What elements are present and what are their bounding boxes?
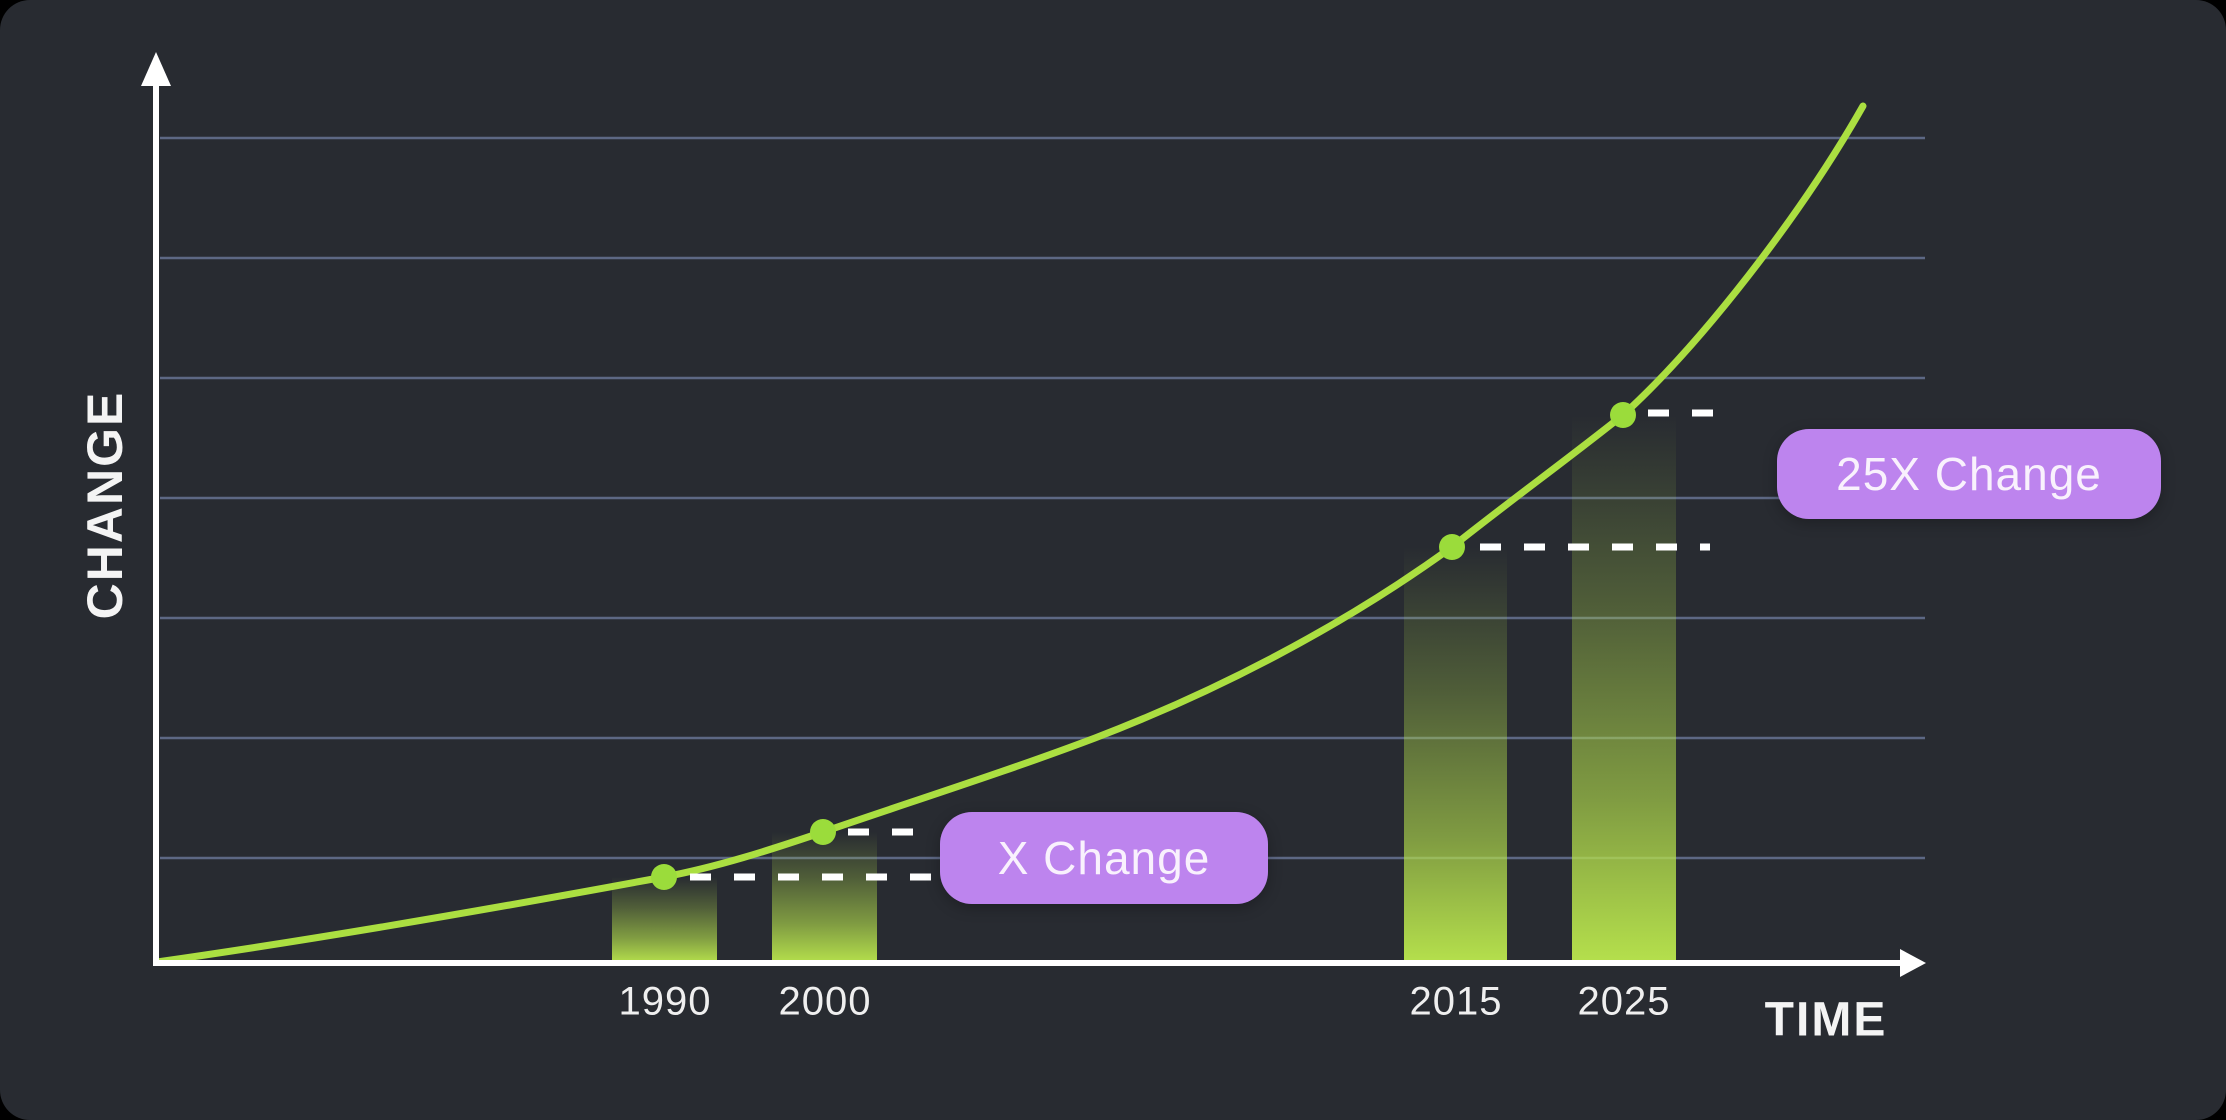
dashed-leaders xyxy=(690,409,1724,881)
annotation-label: X Change xyxy=(997,832,1211,884)
x-axis-arrow-icon xyxy=(1900,949,1926,977)
data-point-2025 xyxy=(1610,402,1636,428)
growth-curve xyxy=(153,102,1867,966)
bar-2000 xyxy=(772,832,877,963)
y-axis xyxy=(153,80,159,963)
data-points xyxy=(651,402,1636,890)
bars xyxy=(612,415,1676,963)
x-axis-title: TIME xyxy=(1764,993,1888,1047)
axes xyxy=(141,52,1926,977)
y-axis-arrow-icon xyxy=(141,52,171,86)
bar-1990 xyxy=(612,877,717,963)
x-tick-2025: 2025 xyxy=(1577,979,1671,1024)
x-tick-2015: 2015 xyxy=(1409,979,1503,1024)
annotation-badge-25x-change: 25X Change xyxy=(1777,429,2161,519)
gridlines xyxy=(160,136,1925,860)
data-point-1990 xyxy=(651,864,677,890)
data-point-2015 xyxy=(1439,534,1465,560)
y-axis-title: CHANGE xyxy=(77,390,133,620)
annotation-badge-x-change: X Change xyxy=(940,812,1268,904)
x-tick-1990: 1990 xyxy=(618,979,712,1024)
bar-2015 xyxy=(1404,547,1507,963)
annotation-label: 25X Change xyxy=(1836,448,2102,500)
x-axis xyxy=(153,960,1903,966)
x-tick-2000: 2000 xyxy=(778,979,872,1024)
data-point-2000 xyxy=(810,819,836,845)
bar-2025 xyxy=(1572,415,1676,963)
